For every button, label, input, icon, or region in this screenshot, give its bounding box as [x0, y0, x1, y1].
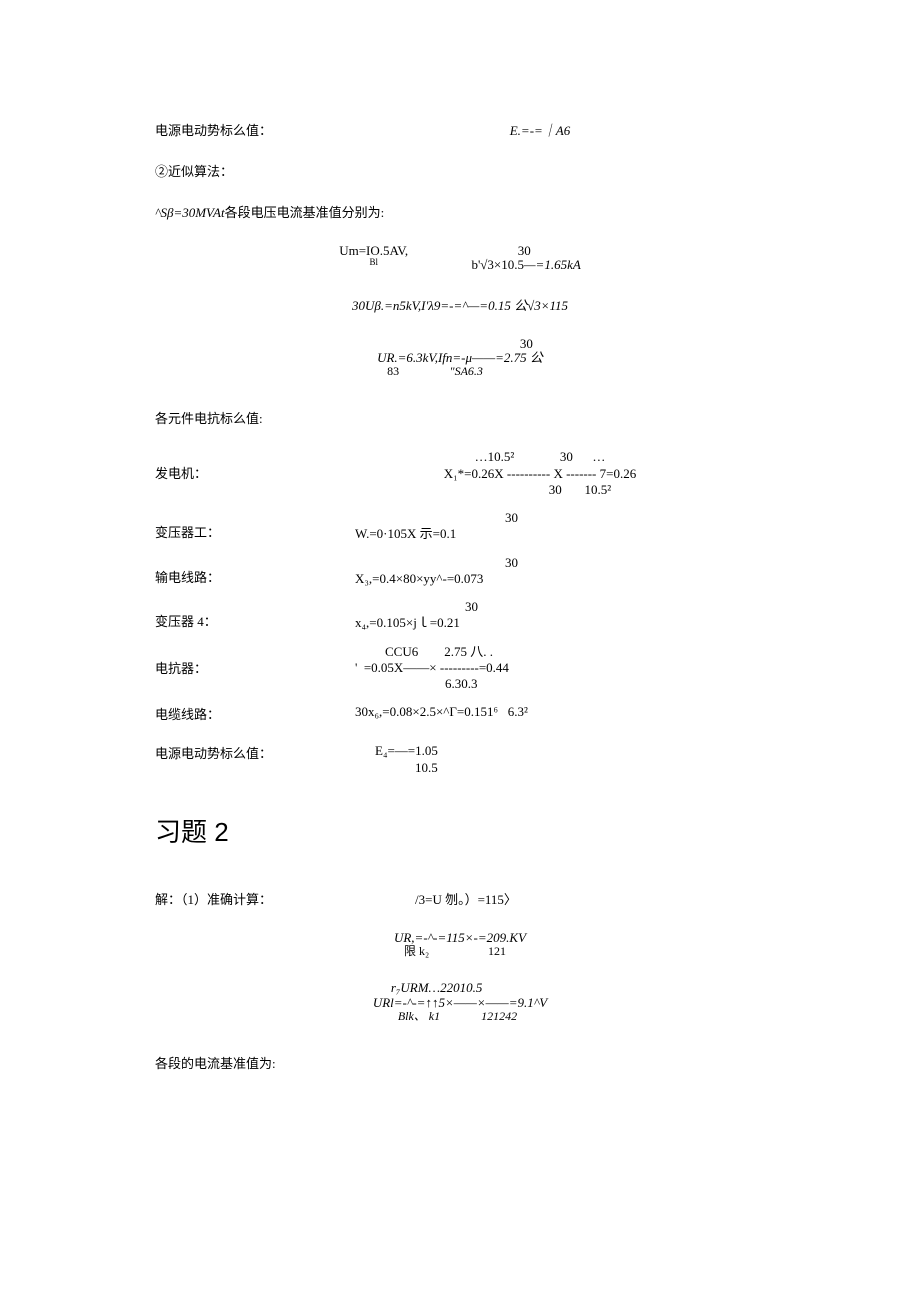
base-values-text: 各段电压电流基准值分别为: [225, 205, 385, 220]
r7-mid: E₄=—=1.05 [375, 743, 765, 759]
s3-top: r₇URM…22010.5 [373, 981, 483, 995]
row-reactor: 电抗器： CCU6 2.75 八. . ' =0.05X——× --------… [155, 644, 765, 693]
f1b-num: 30 [518, 244, 581, 258]
sb-prefix: ^Sβ=30MVAt [155, 205, 225, 220]
approx-method: ②近似算法： [155, 161, 765, 180]
f3-bl: 83 [377, 365, 399, 378]
t4-formula: 30 x₄,=0.105×jｌ=0.21 [315, 599, 765, 632]
emf-formula: E.=-=｜A6 [315, 120, 765, 139]
r7-bot: 10.5 [375, 760, 765, 776]
r1-bot: 30 10.5² [315, 482, 765, 498]
r1-top: …10.5² 30 … [315, 449, 765, 465]
r3-mid: X₃,=0.4×80×yy^-=0.073 [355, 571, 765, 587]
f1b-right: —=1.65kA [524, 257, 581, 272]
s3-mid: URl=-^-=↑↑5×——×——=9.1^V [373, 996, 547, 1010]
generator-label: 发电机： [155, 449, 315, 482]
emf-label: 电源电动势标么值： [155, 120, 315, 139]
f1b-denom: b'√3×10.5 [471, 257, 524, 272]
um-sub: Bl [369, 258, 378, 268]
t1-formula: 30 W.=0·105X 示=0.1 [315, 510, 765, 543]
formula-ub: 30Uβ.=n5kV,I'λ9=-=^—=0.15 公√3×115 [155, 295, 765, 314]
row-emf2: 电源电动势标么值： E₄=—=1.05 10.5 [155, 743, 765, 776]
heading-xiti2: 习题 2 [155, 812, 765, 849]
reactor-label: 电抗器： [155, 644, 315, 677]
f3-mid: UR.=6.3kV,Ifn=-μ——=2.75 公 [377, 351, 543, 365]
r3-top: 30 [355, 555, 765, 571]
current-base-header: 各段的电流基准值为: [155, 1053, 765, 1072]
sol-label: 解：（1）准确计算： [155, 889, 355, 908]
r4-mid: x₄,=0.105×jｌ=0.21 [355, 615, 765, 631]
s3-br: 121242 [481, 1010, 547, 1023]
solution-line1: 解：（1）准确计算： /3=U 刎。）=115〉 [155, 889, 765, 908]
cable-label: 电缆线路： [155, 704, 315, 723]
tl-formula: 30 X₃,=0.4×80×yy^-=0.073 [315, 555, 765, 588]
f3-top: 30 [520, 337, 543, 351]
elements-header: 各元件电抗标么值: [155, 408, 765, 427]
r4-top: 30 [355, 599, 765, 615]
s2-br: 121 [488, 945, 526, 958]
s2-bl: 限 k₂ [394, 945, 429, 958]
s3-bl: Blk、 k1 [373, 1010, 440, 1023]
formula-ur: 30 UR.=6.3kV,Ifn=-μ——=2.75 公 83 "SA6.3 [155, 336, 765, 379]
emf2-label: 电源电动势标么值： [155, 743, 315, 762]
um-top: Um=IO.5AV, [339, 244, 408, 258]
t1-label: 变压器工： [155, 510, 315, 541]
s2-mid: UR,=-^-=115×-=209.KV [394, 931, 526, 945]
row-transformer4: 变压器 4： 30 x₄,=0.105×jｌ=0.21 [155, 599, 765, 632]
t4-label: 变压器 4： [155, 599, 315, 630]
sol-formula3: r₇URM…22010.5 URl=-^-=↑↑5×——×——=9.1^V Bl… [155, 980, 765, 1023]
row-generator: 发电机： …10.5² 30 … X₁*=0.26X ---------- X … [155, 449, 765, 498]
r5-bot: 6.30.3 [355, 676, 765, 692]
r2-mid: W.=0·105X 示=0.1 [355, 526, 765, 542]
sol-f1: /3=U 刎。）=115〉 [355, 889, 765, 908]
generator-formula: …10.5² 30 … X₁*=0.26X ---------- X -----… [315, 449, 765, 498]
emf-line-1: 电源电动势标么值： E.=-=｜A6 [155, 120, 765, 139]
r1-mid: X₁*=0.26X ---------- X ------- 7=0.26 [315, 466, 765, 482]
tl-label: 输电线路： [155, 555, 315, 586]
row-transmission: 输电线路： 30 X₃,=0.4×80×yy^-=0.073 [155, 555, 765, 588]
row-cable: 电缆线路： 30x₆,=0.08×2.5×^Γ=0.151⁶ 6.3² [155, 704, 765, 723]
r5-top: CCU6 2.75 八. . [355, 644, 765, 660]
row-transformer1: 变压器工： 30 W.=0·105X 示=0.1 [155, 510, 765, 543]
reactor-formula: CCU6 2.75 八. . ' =0.05X——× ---------=0.4… [315, 644, 765, 693]
f2-text: 30Uβ.=n5kV,I'λ9=-=^—=0.15 公√3×115 [352, 298, 568, 313]
formula-um: Um=IO.5AV, Bl 30 b'√3×10.5—=1.65kA [155, 243, 765, 273]
sol-formula2: UR,=-^-=115×-=209.KV 限 k₂ 121 [155, 930, 765, 958]
r2-top: 30 [355, 510, 765, 526]
f3-br: "SA6.3 [450, 365, 543, 378]
cable-formula: 30x₆,=0.08×2.5×^Γ=0.151⁶ 6.3² [315, 704, 765, 720]
r5-mid: ' =0.05X——× ---------=0.44 [355, 660, 765, 676]
emf2-formula: E₄=—=1.05 10.5 [315, 743, 765, 776]
base-values-intro: ^Sβ=30MVAt各段电压电流基准值分别为: [155, 202, 765, 221]
